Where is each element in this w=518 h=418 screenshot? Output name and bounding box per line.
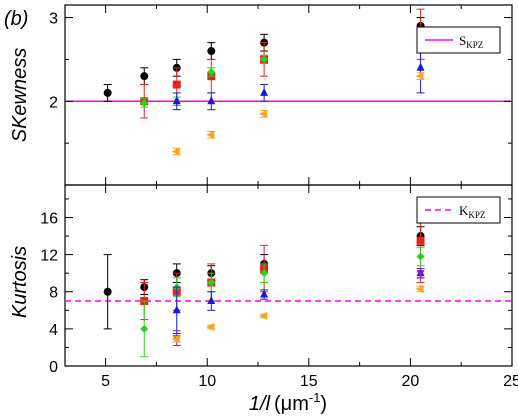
data-point-triangle-up bbox=[416, 62, 425, 71]
panel-tag: (b) bbox=[4, 8, 28, 30]
kurtosis-legend-main: K bbox=[459, 203, 469, 218]
data-point-triangle-up bbox=[172, 96, 181, 105]
data-point-triangle-up bbox=[207, 96, 216, 105]
skewness-legend-subscript: KPZ bbox=[466, 40, 483, 50]
data-point-square bbox=[172, 80, 181, 89]
data-point-triangle-up bbox=[207, 296, 216, 305]
x-axis-label-exponent: -1 bbox=[309, 390, 321, 405]
x-axis-label: 1/l (μm-1) bbox=[249, 390, 327, 415]
x-axis-label-unit: (μm bbox=[274, 393, 309, 415]
x-tick-label: 5 bbox=[101, 373, 110, 390]
data-point-diamond bbox=[207, 278, 216, 287]
data-point-triangle-up bbox=[260, 87, 269, 96]
kurtosis-plot-frame bbox=[64, 184, 513, 367]
data-point-triangle-up bbox=[172, 305, 181, 314]
skewness-y-axis-label: SKewness bbox=[9, 48, 31, 143]
kurtosis-panel: 5 10 15 20 25 0 4 8 12 16 Kurtosis KKPZ bbox=[9, 184, 518, 390]
y-tick-label: 4 bbox=[49, 322, 58, 339]
x-axis-label-main: 1/l bbox=[249, 393, 271, 415]
x-axis-label-close: ) bbox=[320, 393, 327, 415]
data-point-diamond bbox=[416, 252, 425, 261]
kurtosis-data-marks bbox=[103, 198, 425, 358]
skewness-legend-main: S bbox=[459, 33, 466, 48]
kurtosis-y-axis-label: Kurtosis bbox=[9, 246, 31, 318]
y-tick-label: 3 bbox=[49, 11, 58, 28]
data-point-triangle-left bbox=[206, 130, 215, 139]
y-tick-label: 8 bbox=[49, 285, 58, 302]
data-point-triangle-left bbox=[415, 72, 424, 81]
y-tick-label: 2 bbox=[49, 94, 58, 111]
data-point-triangle-left bbox=[259, 311, 268, 320]
data-point-diamond bbox=[140, 98, 149, 107]
data-point-triangle-left bbox=[259, 109, 268, 118]
data-point-circle bbox=[103, 287, 112, 296]
kurtosis-legend-subscript: KPZ bbox=[468, 210, 485, 220]
skewness-legend-label: SKPZ bbox=[459, 33, 483, 50]
data-point-circle bbox=[103, 88, 112, 97]
x-tick-label: 20 bbox=[402, 373, 420, 390]
data-point-triangle-left bbox=[171, 147, 180, 156]
data-point-diamond bbox=[207, 67, 216, 76]
data-point-triangle-down bbox=[416, 270, 425, 279]
y-tick-label: 16 bbox=[40, 210, 58, 227]
data-point-circle bbox=[140, 72, 149, 81]
x-tick-label: 15 bbox=[300, 373, 318, 390]
skewness-panel: 23 SKewness SKPZ bbox=[9, 4, 513, 186]
y-tick-label: 0 bbox=[49, 359, 58, 376]
x-tick-label: 10 bbox=[198, 373, 216, 390]
data-point-triangle-left bbox=[171, 335, 180, 344]
data-point-diamond bbox=[260, 55, 269, 64]
kurtosis-legend-label: KKPZ bbox=[459, 203, 485, 220]
x-tick-label: 25 bbox=[503, 373, 518, 390]
data-point-triangle-left bbox=[206, 323, 215, 332]
data-point-circle bbox=[207, 47, 216, 56]
kurtosis-axis-ticks: 5 10 15 20 25 0 4 8 12 16 bbox=[40, 185, 518, 390]
skewness-data-marks bbox=[103, 8, 425, 156]
y-tick-label: 12 bbox=[40, 248, 58, 265]
data-point-diamond bbox=[140, 324, 149, 333]
skewness-legend: SKPZ bbox=[416, 26, 501, 54]
data-point-triangle-up bbox=[260, 289, 269, 298]
kurtosis-legend: KKPZ bbox=[416, 196, 501, 224]
data-point-diamond bbox=[260, 269, 269, 278]
data-point-triangle-left bbox=[415, 284, 424, 293]
skewness-axis-ticks: 23 bbox=[49, 5, 513, 185]
data-point-square bbox=[416, 236, 425, 245]
